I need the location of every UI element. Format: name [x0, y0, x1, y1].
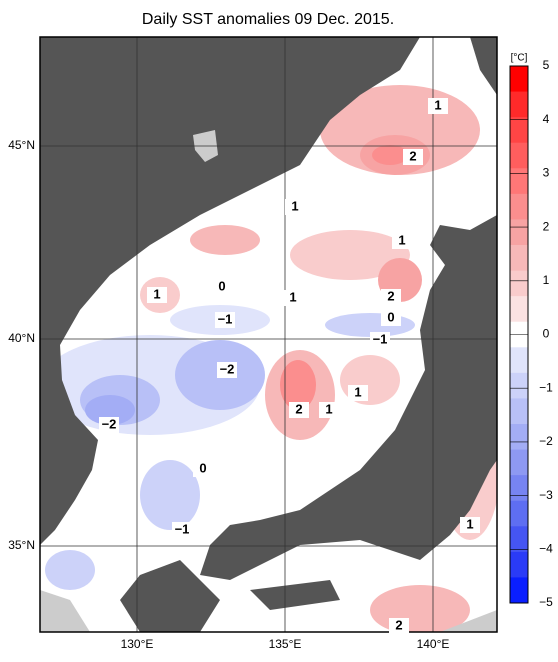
colorbar: 5 4 3 2 1 0 −1 −2 −3 −4 −5: [509, 58, 553, 609]
colorbar-tick-label: −2: [539, 434, 553, 448]
contour-label-bg: [381, 310, 401, 326]
contour-label: 1: [466, 516, 473, 531]
contour-label-bg: [217, 362, 237, 378]
map-area: [40, 37, 497, 632]
colorbar-band: [510, 500, 528, 527]
contour-label: 2: [295, 401, 302, 416]
colorbar-tick-label: −4: [539, 541, 553, 555]
colorbar-band: [510, 91, 528, 118]
lon-tick-label: 140°E: [417, 637, 450, 651]
colorbar-tick-label: 0: [543, 327, 550, 341]
lat-tick-label: 40°N: [8, 331, 35, 345]
contour-label: 1: [354, 384, 361, 399]
contour-label: 2: [395, 617, 402, 632]
colorbar-band: [510, 270, 528, 297]
colorbar-band: [510, 475, 528, 502]
contour-label: 2: [409, 148, 416, 163]
colorbar-tick-label: 1: [543, 273, 550, 287]
colorbar-tick-label: 3: [543, 166, 550, 180]
colorbar-band: [510, 219, 528, 246]
contour-label-bg: [212, 279, 232, 295]
map-frame: [39, 36, 498, 633]
contour-label-bg: [319, 402, 339, 418]
contour-label-bg: [99, 417, 119, 433]
colorbar-tick-label: −5: [539, 595, 553, 609]
title: Daily SST anomalies 09 Dec. 2015.: [142, 11, 394, 28]
colorbar-band: [510, 449, 528, 476]
colorbar-band: [510, 296, 528, 323]
colorbar-unit: [°C]: [511, 53, 528, 64]
contour-label-bg: [147, 287, 167, 303]
colorbar-band: [510, 193, 528, 220]
colorbar-band: [510, 577, 528, 604]
contour-label-bg: [215, 312, 235, 328]
contour-label: −1: [373, 331, 388, 346]
contour-label-bg: [370, 332, 390, 348]
contour-label: 0: [218, 278, 225, 293]
colorbar-tick-label: 5: [543, 58, 550, 72]
contour-label-bg: [283, 290, 303, 306]
lon-tick-label: 135°E: [269, 637, 302, 651]
lat-tick-label: 35°N: [8, 538, 35, 552]
colorbar-band: [510, 424, 528, 451]
colorbar-tick-label: 4: [543, 112, 550, 126]
lat-tick-label: 45°N: [8, 138, 35, 152]
contour-label: −1: [175, 521, 190, 536]
contour-label-bg: [172, 522, 192, 538]
colorbar-band: [510, 347, 528, 374]
contour-label: 1: [153, 286, 160, 301]
contour-label: 1: [289, 289, 296, 304]
contour-label: −2: [220, 361, 235, 376]
contour-label-bg: [193, 461, 213, 477]
contour-label-bg: [392, 233, 412, 249]
contour-label-bg: [403, 149, 423, 165]
colorbar-band: [510, 245, 528, 272]
contour-label-bg: [381, 289, 401, 305]
contour-label: 1: [325, 401, 332, 416]
contour-label: 1: [434, 97, 441, 112]
colorbar-tick-label: −1: [539, 380, 553, 394]
contour-label-bg: [460, 517, 480, 533]
contour-label: 1: [398, 232, 405, 247]
colorbar-band: [510, 372, 528, 399]
contour-label: −2: [102, 416, 117, 431]
contour-label-bg: [289, 402, 309, 418]
contour-label-bg: [389, 618, 409, 634]
colorbar-band: [510, 526, 528, 553]
contour-label-bg: [428, 98, 448, 114]
colorbar-band: [510, 142, 528, 169]
colorbar-tick-label: −3: [539, 488, 553, 502]
contour-label-bg: [348, 385, 368, 401]
lon-tick-label: 130°E: [121, 637, 154, 651]
contour-label: 0: [199, 460, 206, 475]
contour-label: −1: [218, 311, 233, 326]
colorbar-band: [510, 398, 528, 425]
contour-label: 2: [387, 288, 394, 303]
contour-labels: 1 2 1 1 0 1 2 1 0 −1 −1 −2 1 2 1 −2 0 −1 1 2: [99, 97, 480, 634]
colorbar-band: [510, 66, 528, 93]
colorbar-tick-label: 2: [543, 219, 550, 233]
contour-label: 0: [387, 309, 394, 324]
contour-label: 1: [291, 198, 298, 213]
colorbar-band: [510, 117, 528, 144]
contour-label-bg: [285, 199, 305, 215]
colorbar-band: [510, 551, 528, 578]
colorbar-band: [510, 168, 528, 195]
